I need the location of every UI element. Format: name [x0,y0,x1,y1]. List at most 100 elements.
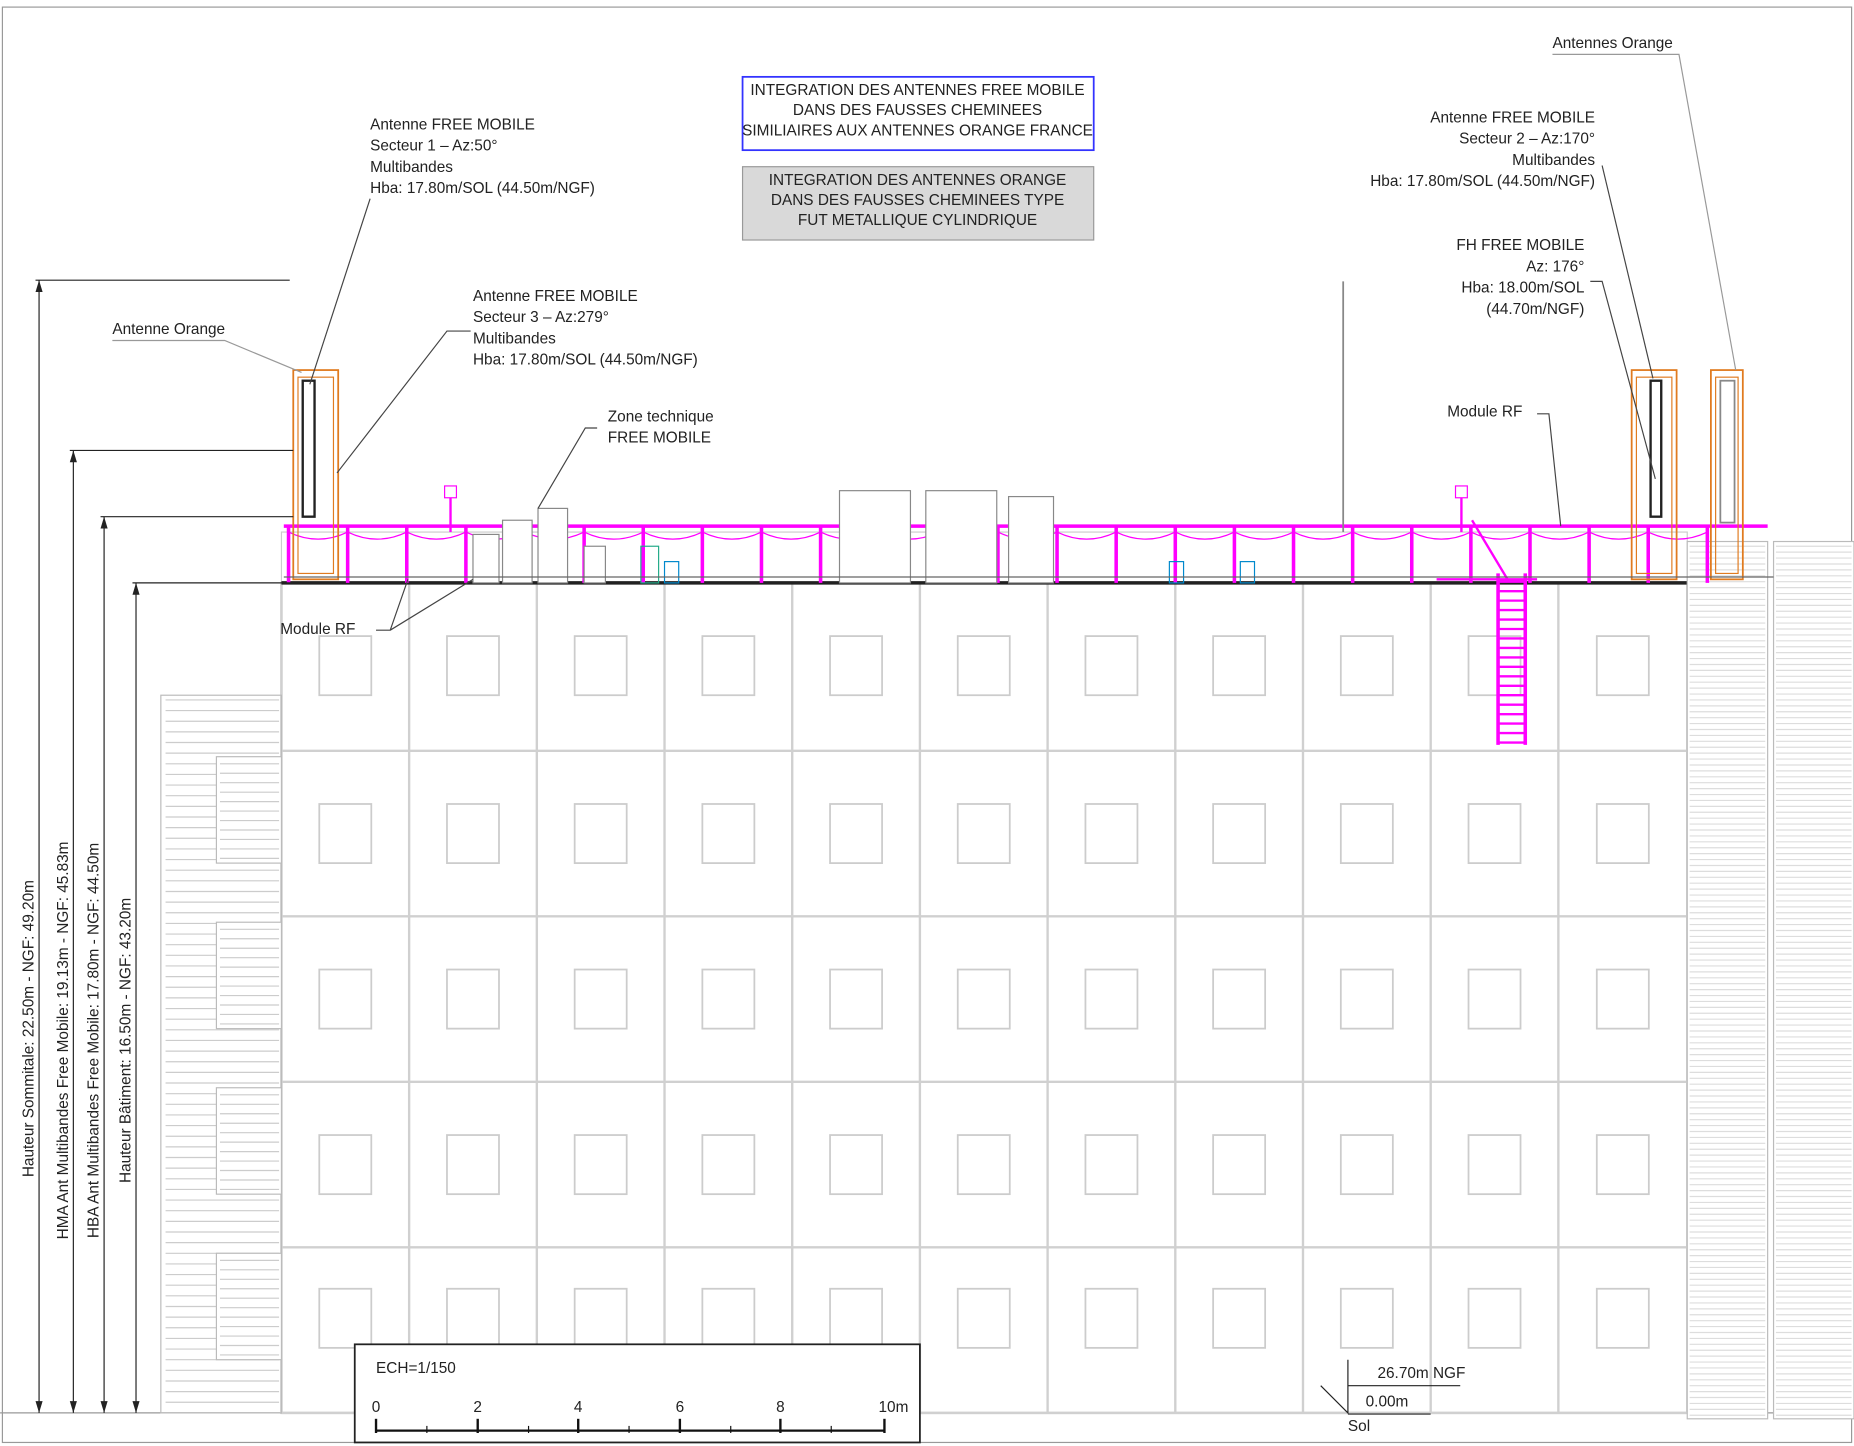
fake-chimney-inner [1715,376,1739,575]
annotation-line: Hba: 18.00m/SOL [1461,280,1584,297]
railing-chain [583,531,644,540]
railing-chain [702,531,762,540]
window [1084,635,1139,697]
window [446,635,500,697]
railing-chain [1647,531,1708,540]
railing-chain [1352,531,1413,540]
free-box-line: SIMILIAIRES AUX ANTENNES ORANGE FRANCE [742,122,1093,139]
railing-chain [347,531,408,540]
window [573,1134,628,1196]
annotation-line: Secteur 1 – Az:50° [370,138,497,155]
window [318,1134,373,1196]
annotation-line: Hba: 17.80m/SOL (44.50m/NGF) [1370,173,1595,190]
leader [336,330,471,474]
annotation-line: Zone technique [608,408,714,425]
railing-chain [1175,531,1235,540]
cabinet [640,545,660,584]
antenna-free [1649,379,1663,518]
dimension-arrow [35,1401,43,1413]
equipment [472,533,500,584]
scale-label: 6 [676,1399,685,1416]
window [318,1287,373,1349]
annotation-line: Multibandes [370,159,453,176]
window [318,803,373,864]
dimension-arrow [69,450,77,463]
window [1467,803,1522,864]
balcony-window [215,1252,283,1361]
window [1595,1287,1650,1349]
window [1212,1134,1267,1196]
leader [537,427,598,509]
window [1595,1134,1650,1196]
equipment [537,507,569,584]
equipment [925,490,998,584]
annotation-line: Hba: 17.80m/SOL (44.50m/NGF) [370,180,595,197]
side-tower [1772,540,1854,1420]
railing-chain [1056,531,1117,540]
balcony-window [215,921,283,1030]
window [956,1134,1011,1196]
railing-chain [1470,531,1531,540]
window [1467,968,1522,1030]
annotation-line: (44.70m/NGF) [1486,301,1584,318]
window [701,635,756,697]
window [956,635,1011,697]
fake-chimney-inner [1635,376,1673,575]
railing-chain [1234,531,1294,540]
window [1339,803,1394,864]
railing-chain [1293,531,1353,540]
leader [1590,280,1656,480]
marker [444,485,458,499]
equipment [838,490,912,584]
marker [1454,485,1468,499]
annotation: Antennes Orange [1552,35,1672,52]
orange-box-line: FUT METALLIQUE CYLINDRIQUE [798,212,1037,229]
window [446,1287,500,1349]
vent [663,561,680,584]
annotation: Module RF [1447,404,1522,421]
window [829,968,883,1030]
free-box-line: INTEGRATION DES ANTENNES FREE MOBILE [750,82,1084,99]
leader [1552,53,1737,371]
dimension-arrow [35,280,43,293]
window [1084,1287,1139,1349]
annotation-line: Az: 176° [1526,258,1584,275]
annotation-line: Antenne FREE MOBILE [1430,109,1595,126]
orange-box-line: DANS DES FAUSSES CHEMINEES TYPE [771,192,1064,209]
window [956,803,1011,864]
leader [309,198,371,385]
window [1467,1287,1522,1349]
window [956,1287,1011,1349]
free-box [741,75,1095,152]
annotation: Module RF [280,621,355,638]
scale-box [353,1343,921,1444]
window [1467,1134,1522,1196]
window [1595,635,1650,697]
window [318,968,373,1030]
window [1339,968,1394,1030]
window [1212,968,1267,1030]
dimension-label: HBA Ant Multibandes Free Mobile: 17.80m … [86,843,103,1238]
scale-label: 10m [879,1399,909,1416]
window [1084,968,1139,1030]
window [1212,803,1267,864]
antenna-free [301,379,316,518]
railing-chain [1115,531,1176,540]
window [573,803,628,864]
window [829,1287,883,1349]
leader [1537,413,1562,527]
annotation-line: Secteur 3 – Az:279° [473,309,609,326]
railing-chain [406,531,467,540]
dimension-arrow [69,1401,77,1413]
window [446,803,500,864]
equipment [583,545,606,584]
fake-chimney [292,369,340,581]
window [1084,803,1139,864]
window [1084,1134,1139,1196]
equipment [1007,495,1055,584]
window [701,1287,756,1349]
window [318,635,373,697]
orange-box-line: INTEGRATION DES ANTENNES ORANGE [769,172,1067,189]
free-box-line: DANS DES FAUSSES CHEMINEES [793,102,1042,119]
scale-label: 2 [473,1399,482,1416]
